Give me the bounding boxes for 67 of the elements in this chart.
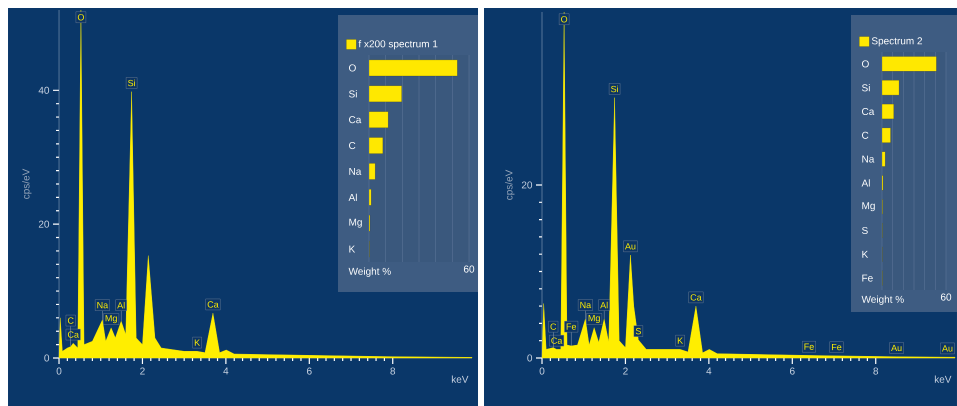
x-tick-label: 6 xyxy=(790,368,795,375)
annotation: C xyxy=(68,317,74,324)
x-tick-label: 2 xyxy=(140,368,145,374)
annotation: K xyxy=(194,339,200,346)
y-tick-label: S xyxy=(862,226,868,234)
y-tick-label: Si xyxy=(862,84,870,92)
annotation: Si xyxy=(128,80,135,86)
x-tick-label: 4 xyxy=(706,368,712,374)
annotation: Ca xyxy=(68,331,79,338)
y-tick-label: Si xyxy=(349,90,357,98)
y-tick-label: Ca xyxy=(349,116,362,124)
annotation: Fe xyxy=(832,344,842,350)
x-tick-label: 2 xyxy=(623,368,628,374)
legend-label: Spectrum 2 xyxy=(872,37,922,46)
y-tick-label: K xyxy=(862,250,868,258)
annotation: S xyxy=(636,328,641,334)
y-axis-title: cps/eV xyxy=(505,170,514,200)
annotation: Fe xyxy=(566,323,576,330)
y-tick-label: Ca xyxy=(862,108,874,116)
y-tick-label: Na xyxy=(862,156,874,163)
x-axis-title: Weight % xyxy=(348,268,391,277)
y-tick-label: Al xyxy=(862,179,870,187)
x-axis-title: keV xyxy=(934,376,952,383)
x-tick-label: 8 xyxy=(390,368,396,375)
x-axis-title: keV xyxy=(452,376,468,383)
x-tick-label: 8 xyxy=(873,368,878,375)
annotation: O xyxy=(78,14,84,20)
annotation: Al xyxy=(600,302,608,308)
annotation: Si xyxy=(610,86,618,92)
x-axis-title: Weight % xyxy=(862,296,904,305)
annotation: Au xyxy=(891,344,902,352)
y-tick-label: C xyxy=(349,142,356,150)
annotation: K xyxy=(678,338,683,344)
y-tick-label: Fe xyxy=(862,274,873,282)
x-tick-label: 60 xyxy=(464,266,474,273)
annotation: Mg xyxy=(106,315,117,324)
y-tick-label: Mg xyxy=(862,202,875,212)
annotation: Ca xyxy=(551,337,562,344)
x-tick-label: 0 xyxy=(540,368,544,375)
annotation: Au xyxy=(942,345,952,352)
y-tick-label: 40 xyxy=(38,86,50,94)
y-tick-label: Al xyxy=(348,194,357,201)
annotation: Na xyxy=(580,302,592,308)
y-tick-label: 20 xyxy=(38,220,50,228)
annotation: Na xyxy=(97,302,108,308)
annotation: Ca xyxy=(690,294,702,301)
x-tick-label: 0 xyxy=(56,368,62,375)
y-tick-label: K xyxy=(349,246,356,252)
annotation: Fe xyxy=(804,344,814,350)
y-tick-label: Mg xyxy=(349,218,362,228)
y-tick-label: 20 xyxy=(522,181,532,189)
annotation: C xyxy=(550,323,556,330)
x-tick-label: 60 xyxy=(940,294,952,301)
annotation: Al xyxy=(117,302,125,308)
y-tick-label: O xyxy=(349,64,356,72)
x-tick-label: 4 xyxy=(223,368,228,374)
annotation: O xyxy=(561,16,568,22)
annotation: Au xyxy=(624,243,636,250)
legend-label: f x200 spectrum 1 xyxy=(358,40,438,50)
y-tick-label: O xyxy=(862,60,869,68)
y-tick-label: C xyxy=(862,132,868,139)
x-tick-label: 6 xyxy=(307,368,312,375)
annotation: Mg xyxy=(588,314,600,324)
y-axis-title: cps/eV xyxy=(22,168,32,199)
y-tick-label: 0 xyxy=(44,354,50,362)
annotation: Ca xyxy=(208,301,219,308)
y-tick-label: Na xyxy=(349,168,362,175)
